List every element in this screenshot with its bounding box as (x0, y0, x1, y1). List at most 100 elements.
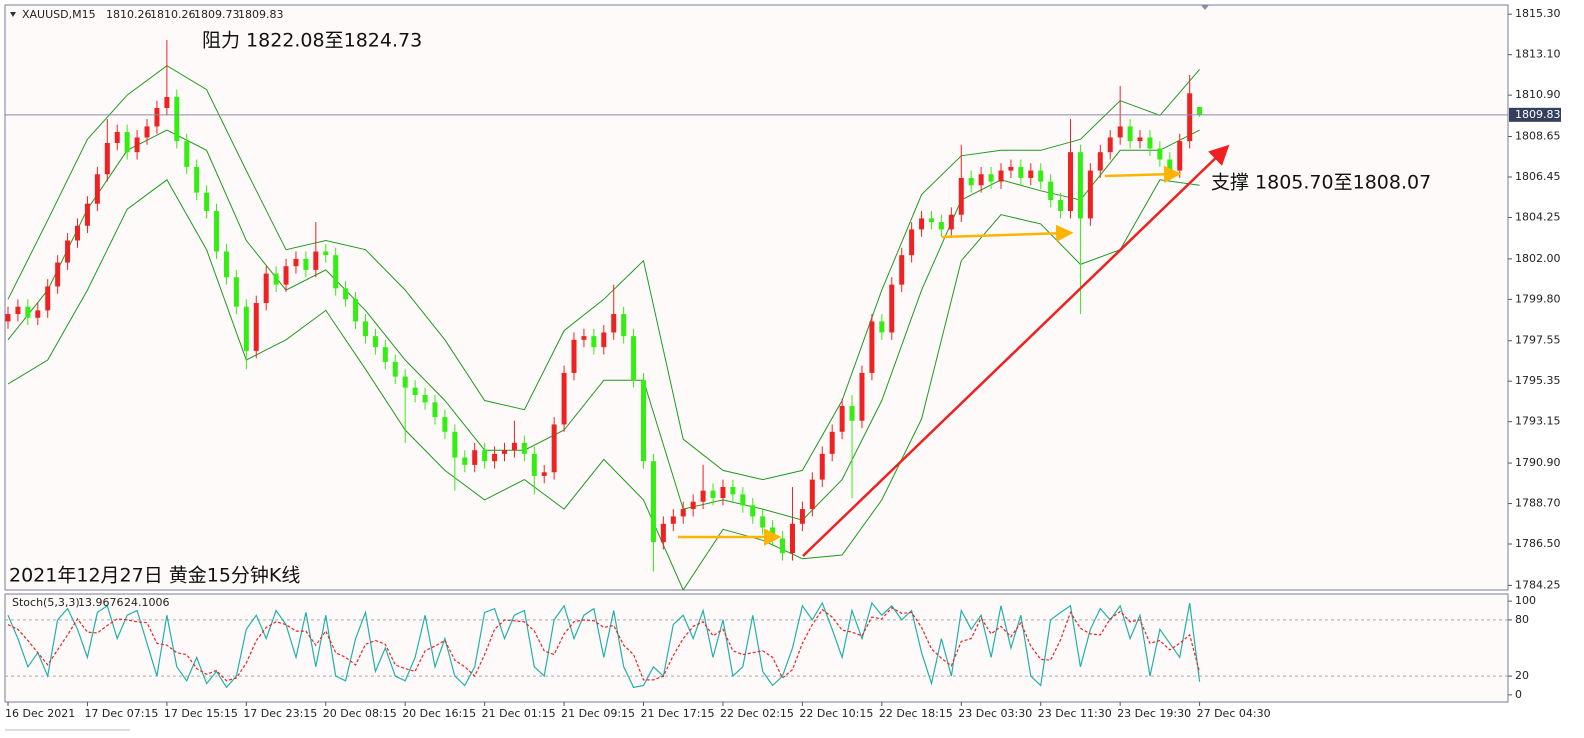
candle-body (998, 170, 1004, 182)
y-tick-label: 1806.45 (1515, 170, 1561, 183)
candle-body (1197, 106, 1203, 115)
candle-body (601, 332, 607, 348)
candle-body (273, 273, 279, 285)
candle-body (710, 490, 716, 499)
candle-body (581, 336, 587, 340)
candle-body (5, 314, 11, 322)
candle-body (1038, 170, 1044, 182)
y-tick-label: 1793.15 (1515, 415, 1561, 428)
x-tick-label: 22 Dec 18:15 (879, 707, 953, 720)
candle-body (1018, 166, 1024, 178)
candle-body (660, 523, 666, 543)
candle-body (263, 273, 269, 304)
candle-body (1127, 126, 1133, 142)
candle-body (968, 177, 974, 186)
candle-body (591, 336, 597, 348)
candle-body (1167, 159, 1173, 171)
stoch-panel (4, 593, 1509, 703)
candle-body (194, 166, 200, 193)
stoch-plot (5, 601, 1508, 689)
candle-body (1058, 200, 1064, 212)
y-tick-label: 1810.90 (1515, 88, 1561, 101)
candle-body (362, 321, 368, 337)
x-tick-label: 17 Dec 07:15 (84, 707, 158, 720)
candle-body (84, 203, 90, 226)
candle-body (1117, 126, 1123, 138)
stoch-main-value: 13.9676 (78, 596, 124, 609)
candle-body (382, 347, 388, 362)
y-tick-label: 1795.35 (1515, 374, 1561, 387)
support-arrow (941, 224, 1074, 243)
candle-body (104, 142, 110, 175)
x-tick-label: 27 Dec 04:30 (1197, 707, 1271, 720)
candle-body (472, 450, 478, 465)
candle-body (482, 450, 488, 462)
candle-body (432, 402, 438, 418)
candle-body (502, 450, 507, 454)
candle-body (65, 240, 71, 263)
drawings (678, 144, 1230, 557)
symbol-menu[interactable] (10, 12, 16, 17)
candle-body (789, 523, 795, 554)
candle-body (223, 251, 229, 278)
y-tick-label: 1786.50 (1515, 537, 1561, 550)
x-tick-label: 16 Dec 2021 (5, 707, 75, 720)
candle-body (452, 431, 458, 458)
candle-body (1187, 93, 1193, 142)
x-tick-label: 20 Dec 08:15 (323, 707, 397, 720)
candle-body (809, 479, 815, 510)
price-tag-label: 1809.83 (1515, 108, 1561, 121)
candle-body (760, 516, 766, 528)
candle-body (1028, 170, 1034, 178)
y-tick-label: 1788.70 (1515, 497, 1561, 510)
candle-body (124, 131, 130, 153)
x-tick-label: 22 Dec 02:15 (720, 707, 794, 720)
candle-body (1077, 152, 1083, 219)
candle-body (670, 516, 676, 524)
x-tick-label: 21 Dec 09:15 (561, 707, 635, 720)
y-tick-label: 0 (1515, 688, 1522, 701)
candle-body (839, 406, 845, 432)
chart-caption: 2021年12月27日 黄金15分钟K线 (9, 565, 300, 587)
y-tick-label: 1784.25 (1515, 578, 1561, 591)
candle-body (740, 494, 746, 506)
candle-body (233, 277, 239, 307)
candle-body (720, 486, 726, 499)
candle-body (214, 211, 220, 252)
candle-body (1097, 152, 1103, 171)
candle-body (541, 472, 547, 476)
candle-body (144, 126, 150, 138)
candle-body (402, 376, 408, 388)
trend-arrow (802, 144, 1230, 557)
candle-body (313, 251, 319, 270)
support-arrow (1104, 165, 1182, 184)
candle-body (988, 174, 994, 182)
candle-body (561, 372, 567, 425)
candle-body (780, 538, 786, 554)
x-tick-label: 20 Dec 16:15 (402, 707, 476, 720)
candle-body (323, 251, 329, 256)
candle-body (1177, 141, 1183, 171)
candle-body (958, 177, 964, 215)
candle-body (849, 406, 855, 421)
y-tick-label: 1802.00 (1515, 252, 1561, 265)
candle-body (978, 174, 984, 186)
candle-body (551, 424, 557, 473)
candle-body (422, 395, 428, 403)
candle-body (690, 501, 696, 510)
candle-body (1107, 137, 1113, 153)
candle-body (184, 141, 190, 167)
y-tick-label: 1790.90 (1515, 456, 1561, 469)
candle-body (938, 222, 944, 230)
candle-body (1048, 181, 1054, 200)
candle-body (899, 255, 905, 285)
candle-body (35, 310, 41, 318)
x-tick-label: 17 Dec 23:15 (243, 707, 317, 720)
y-tick-label: 100 (1515, 594, 1536, 607)
candle-body (15, 306, 21, 315)
candle-body (531, 453, 537, 476)
y-tick-label: 1804.25 (1515, 210, 1561, 223)
candle-body (293, 258, 299, 267)
candle-body (799, 509, 805, 524)
